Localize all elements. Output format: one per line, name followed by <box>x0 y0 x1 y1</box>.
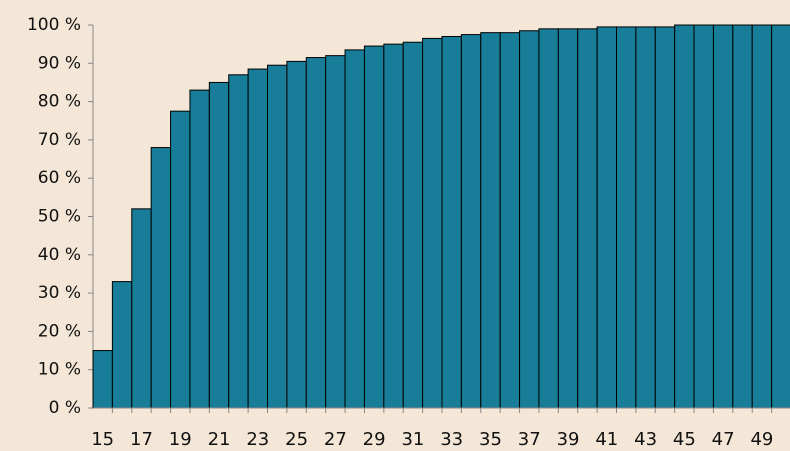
bar <box>654 26 676 409</box>
x-tick-label: 31 <box>401 429 424 450</box>
bar <box>693 24 714 409</box>
bar <box>519 30 540 409</box>
x-tick-label: 15 <box>91 429 114 450</box>
bar <box>422 37 443 409</box>
y-tick-label: 30 % <box>38 283 81 303</box>
y-tick-label: 100 % <box>27 15 81 35</box>
x-tick-label: 29 <box>363 429 386 450</box>
bar <box>557 28 579 409</box>
bar <box>286 60 307 409</box>
bar <box>170 110 191 409</box>
x-tick-label: 25 <box>285 429 308 450</box>
y-tick-label: 50 % <box>38 207 81 227</box>
y-tick-label: 90 % <box>38 53 81 73</box>
bar <box>305 57 327 409</box>
bar <box>150 147 172 409</box>
y-tick-label: 20 % <box>38 321 81 341</box>
x-tick-label: 27 <box>324 429 347 450</box>
y-tick-label: 70 % <box>38 130 81 150</box>
bar <box>247 68 269 409</box>
bar <box>344 49 365 409</box>
y-tick-label: 80 % <box>38 92 81 112</box>
x-tick-label: 17 <box>130 429 153 450</box>
bar <box>712 24 734 409</box>
bar <box>635 26 656 409</box>
bar <box>208 81 230 409</box>
x-tick-label: 45 <box>673 429 696 450</box>
y-tick-label: 10 % <box>38 360 81 380</box>
y-tick-label: 0 % <box>49 398 81 418</box>
bar <box>131 208 152 409</box>
x-tick-label: 35 <box>479 429 502 450</box>
bar <box>363 45 385 409</box>
x-tick-label: 21 <box>208 429 231 450</box>
bar <box>111 281 133 409</box>
bar <box>751 24 773 409</box>
x-tick-label: 49 <box>750 429 773 450</box>
bar <box>499 32 521 409</box>
x-tick-label: 39 <box>557 429 580 450</box>
x-tick-label: 41 <box>595 429 618 450</box>
bar <box>577 28 598 409</box>
bar <box>732 24 753 409</box>
bar <box>383 43 404 409</box>
y-tick-label: 40 % <box>38 245 81 265</box>
bar <box>596 26 617 409</box>
bar <box>616 26 637 409</box>
x-tick-label: 47 <box>712 429 735 450</box>
bar <box>228 74 249 409</box>
bar <box>402 41 424 409</box>
bar <box>460 34 482 409</box>
bar <box>480 32 501 409</box>
bar <box>325 55 346 409</box>
bar <box>92 350 113 409</box>
x-tick-label: 37 <box>518 429 541 450</box>
bar <box>189 89 210 409</box>
bar <box>267 64 288 409</box>
bar <box>771 24 790 409</box>
bar <box>441 35 462 409</box>
x-tick-label: 33 <box>440 429 463 450</box>
bar <box>674 24 695 409</box>
x-tick-label: 43 <box>634 429 657 450</box>
y-tick-label: 60 % <box>38 168 81 188</box>
x-tick-label: 23 <box>246 429 269 450</box>
x-tick-label: 19 <box>169 429 192 450</box>
bar <box>538 28 559 409</box>
